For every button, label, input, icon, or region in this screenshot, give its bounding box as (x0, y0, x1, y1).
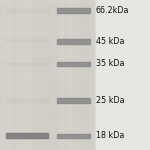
Bar (60, 0, 61, 150)
Bar (17, 0, 19, 150)
Bar (33, 0, 35, 150)
Bar (50, 0, 51, 150)
Bar (0, 66, 93, 71)
Bar (45, 0, 48, 150)
Bar (81, 0, 83, 150)
Bar (93, 0, 94, 150)
Bar (0, 89, 93, 95)
Bar (0, 124, 93, 127)
Bar (2, 0, 4, 150)
Bar (0, 0, 3, 150)
Bar (6, 133, 48, 138)
Bar (0, 4, 93, 8)
Bar (21, 0, 22, 150)
Bar (0, 0, 93, 150)
Bar (19, 0, 20, 150)
Bar (26, 0, 28, 150)
Bar (79, 0, 81, 150)
Text: 35 kDa: 35 kDa (96, 59, 124, 68)
Bar (29, 0, 30, 150)
Bar (57, 98, 90, 103)
Bar (57, 8, 90, 13)
Text: 25 kDa: 25 kDa (96, 96, 125, 105)
Bar (0, 82, 93, 87)
Bar (83, 0, 85, 150)
Bar (0, 45, 93, 47)
Bar (43, 0, 44, 150)
Bar (36, 0, 37, 150)
Bar (0, 36, 93, 39)
Text: 18 kDa: 18 kDa (96, 131, 124, 140)
Bar (38, 0, 41, 150)
Bar (69, 0, 70, 150)
Bar (57, 134, 90, 138)
Bar (0, 77, 93, 79)
Bar (6, 99, 48, 102)
Bar (55, 0, 57, 150)
Bar (0, 13, 93, 15)
Bar (57, 39, 90, 43)
Bar (72, 0, 74, 150)
Bar (0, 19, 93, 23)
Bar (0, 131, 93, 135)
Bar (0, 97, 93, 103)
Bar (0, 51, 93, 55)
Bar (64, 0, 65, 150)
Bar (52, 0, 55, 150)
Bar (57, 0, 59, 150)
Bar (0, 59, 93, 63)
Bar (0, 138, 93, 142)
Bar (0, 107, 93, 111)
Text: 45 kDa: 45 kDa (96, 37, 124, 46)
Bar (76, 0, 79, 150)
Text: 66.2kDa: 66.2kDa (96, 6, 129, 15)
Bar (14, 0, 17, 150)
Bar (88, 0, 90, 150)
Bar (6, 63, 48, 65)
Bar (31, 0, 33, 150)
Bar (6, 40, 48, 42)
Bar (48, 0, 50, 150)
Bar (62, 0, 63, 150)
Bar (74, 0, 75, 150)
Bar (40, 0, 42, 150)
Bar (67, 0, 68, 150)
Bar (0, 28, 93, 31)
Bar (12, 0, 14, 150)
Bar (6, 9, 48, 12)
Bar (7, 0, 9, 150)
Bar (24, 0, 26, 150)
Bar (10, 0, 11, 150)
Bar (86, 0, 88, 150)
Bar (57, 61, 90, 66)
Bar (0, 114, 93, 119)
